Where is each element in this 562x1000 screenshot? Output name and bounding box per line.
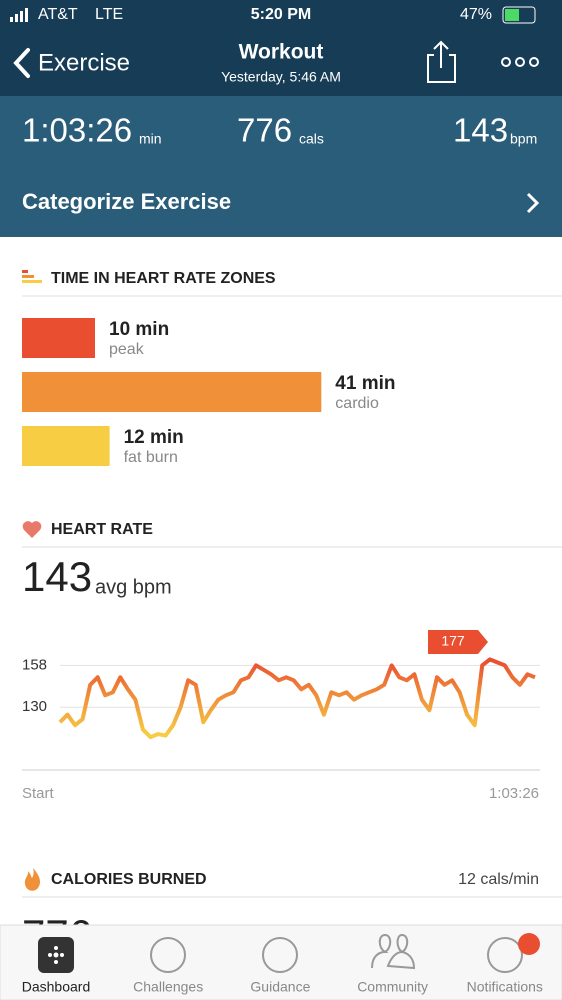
average-unit: avg bpm [95,576,172,598]
tab-label[interactable]: Guidance [250,979,310,995]
zone-bar [22,372,322,412]
duration-value: 1:03:26 [22,112,132,149]
heart-rate-line [58,657,536,740]
clock: 5:20 PM [251,6,311,23]
heart-rate-chart: 158 130 177 [22,630,540,740]
heart-rate-value: 143 [453,112,508,149]
calories-total: 776 [22,911,92,958]
carrier: AT&T [38,6,78,23]
x-start-label: Start [22,785,55,802]
zone-bar [22,426,110,466]
calories-title: CALORIES BURNED [51,871,207,888]
more-button[interactable] [501,57,539,67]
challenges-icon[interactable] [150,937,186,973]
heart-rate-title: HEART RATE [51,521,153,538]
network: LTE [95,6,123,23]
zone-name: peak [109,341,145,358]
calories-value: 776 [237,112,292,149]
community-icon[interactable] [371,933,416,970]
zone-name: cardio [335,395,379,412]
calories-rate: 12 cals/min [458,871,539,888]
peak-label: 177 [441,633,465,649]
flame-icon [24,868,41,891]
dashboard-icon[interactable] [38,937,74,973]
back-button[interactable]: Exercise [38,49,130,76]
average-heart-rate: 143 [22,553,92,600]
y-tick-label: 130 [22,698,47,715]
battery-level: 47% [460,6,492,23]
zones-title: TIME IN HEART RATE ZONES [51,270,276,287]
page-title: Workout [239,41,324,64]
y-tick-label: 158 [22,656,47,673]
duration-unit: min [139,131,162,147]
tab-label[interactable]: Dashboard [22,979,91,995]
notifications-icon[interactable] [487,937,523,973]
categorize-chevron[interactable] [526,192,540,214]
nav-bar [0,0,562,96]
x-end-label: 1:03:26 [489,785,539,802]
categorize-button[interactable]: Categorize Exercise [22,189,231,214]
battery-icon [502,6,536,24]
zone-minutes: 12 min [124,427,184,448]
guidance-icon[interactable] [262,937,298,973]
tab-label[interactable]: Notifications [467,979,543,995]
heart-icon [22,521,42,538]
zones-icon [22,270,42,283]
peak-tooltip [428,630,488,654]
heart-rate-unit: bpm [510,131,537,147]
summary-band [0,96,562,237]
signal [10,8,28,22]
tab-label[interactable]: Community [357,979,428,995]
share-button[interactable] [427,40,456,83]
page-subtitle: Yesterday, 5:46 AM [221,69,341,85]
notification-badge [518,933,540,955]
tab-label[interactable]: Challenges [133,979,203,995]
zone-bar [22,318,95,358]
zone-name: fat burn [124,449,178,466]
calories-unit: cals [299,131,324,147]
zone-minutes: 41 min [335,373,395,394]
zone-minutes: 10 min [109,319,169,340]
back-chevron[interactable] [13,48,30,78]
